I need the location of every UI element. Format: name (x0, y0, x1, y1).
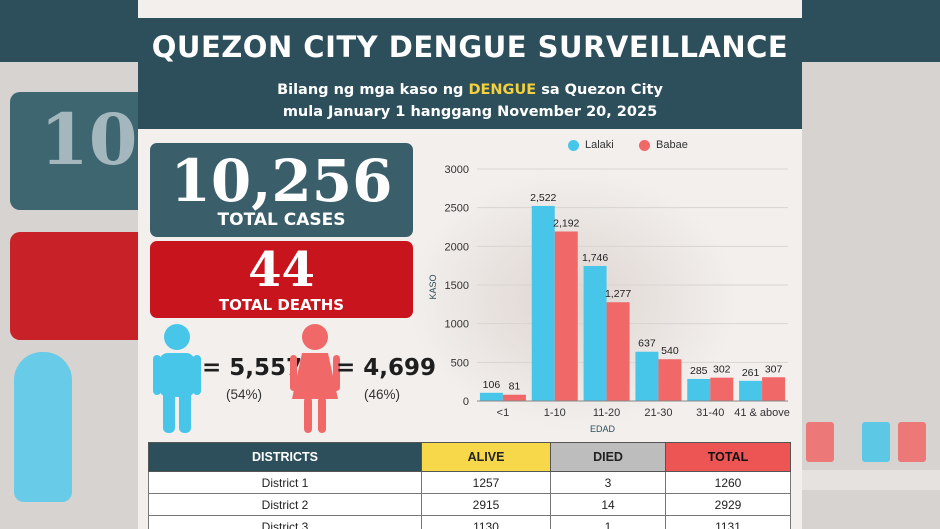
y-tick-label: 2000 (445, 241, 469, 253)
x-tick-label: 1-10 (544, 407, 566, 419)
col-header-districts: DISTRICTS (148, 442, 422, 472)
subtitle-line-1: Bilang ng mga kaso ng DENGUE sa Quezon C… (277, 82, 663, 98)
legend-swatch-babae (639, 139, 650, 151)
total-deaths-card: 44 TOTAL DEATHS (150, 241, 413, 318)
background-left: 10 (0, 0, 138, 529)
data-label: 81 (509, 381, 521, 393)
y-tick-label: 1000 (445, 319, 469, 331)
male-cases: = 5,557 (202, 355, 303, 381)
alive-count: 1130 (421, 515, 551, 529)
data-label: 2,192 (553, 217, 579, 229)
y-tick-label: 0 (463, 396, 469, 408)
data-label: 637 (638, 338, 656, 350)
data-label: 1,746 (582, 252, 608, 264)
alive-count: 1257 (421, 471, 551, 494)
data-label: 261 (742, 367, 760, 379)
x-tick-label: 41 & above (734, 407, 790, 419)
table-row: District 3 1130 1 1131 (148, 515, 791, 529)
legend-label-babae: Babae (656, 139, 688, 151)
subtitle-highlight: DENGUE (468, 82, 537, 98)
total-cases-value: 10,256 (170, 147, 393, 215)
district-name: District 1 (148, 471, 422, 494)
y-axis-title: KASO (428, 274, 438, 299)
bar-lalaki (687, 378, 711, 401)
col-header-total: TOTAL (665, 442, 791, 472)
bar-lalaki (479, 392, 503, 401)
x-tick-label: 31-40 (696, 407, 724, 419)
x-axis-title: EDAD (590, 424, 616, 434)
header-band: QUEZON CITY DENGUE SURVEILLANCE Bilang n… (138, 18, 802, 129)
y-tick-label: 3000 (445, 164, 469, 176)
col-header-died: DIED (550, 442, 666, 472)
total-count: 1131 (665, 515, 791, 529)
bar-lalaki (739, 380, 763, 401)
y-tick-label: 2500 (445, 203, 469, 215)
total-deaths-value: 44 (248, 242, 315, 298)
bar-babae (606, 302, 630, 401)
legend-swatch-lalaki (568, 139, 579, 151)
col-header-alive: ALIVE (421, 442, 551, 472)
x-tick-label: 21-30 (644, 407, 672, 419)
died-count: 3 (550, 471, 666, 494)
bar-babae (762, 377, 786, 401)
data-label: 2,522 (530, 192, 556, 204)
total-deaths-label: TOTAL DEATHS (218, 296, 345, 314)
bar-lalaki (583, 265, 607, 401)
data-label: 285 (690, 365, 708, 377)
bar-babae (502, 394, 526, 401)
died-count: 1 (550, 515, 666, 529)
legend-label-lalaki: Lalaki (585, 139, 614, 151)
bar-babae (710, 377, 734, 401)
bar-lalaki (635, 351, 659, 401)
bar-babae (658, 359, 682, 401)
data-label: 106 (483, 379, 501, 391)
district-name: District 2 (148, 493, 422, 516)
table-row: District 1 1257 3 1260 (148, 471, 791, 494)
total-cases-label: TOTAL CASES (217, 210, 346, 230)
background-right (802, 0, 940, 529)
y-tick-label: 1500 (445, 280, 469, 292)
total-count: 1260 (665, 471, 791, 494)
legend-item-lalaki: Lalaki (568, 139, 614, 151)
x-tick-label: 11-20 (593, 407, 620, 419)
district-name: District 3 (148, 515, 422, 529)
total-count: 2929 (665, 493, 791, 516)
alive-count: 2915 (421, 493, 551, 516)
total-cases-card: 10,256 TOTAL CASES (150, 143, 413, 237)
died-count: 14 (550, 493, 666, 516)
bar-lalaki (531, 205, 555, 401)
legend-item-babae: Babae (639, 139, 688, 151)
female-cases: = 4,699 (336, 355, 437, 381)
table-row: District 2 2915 14 2929 (148, 493, 791, 516)
female-percent: (46%) (364, 387, 401, 402)
male-percent: (54%) (226, 387, 263, 402)
male-figure-icon (153, 324, 201, 433)
age-sex-bar-chart: 0 500 1000 1500 2000 2500 3000 106 81 <1 2,522 2,19… (428, 164, 790, 434)
data-label: 307 (765, 363, 783, 375)
subtitle-line-2: mula January 1 hanggang November 20, 202… (282, 104, 658, 120)
data-label: 302 (713, 364, 731, 376)
x-tick-label: <1 (497, 407, 510, 419)
data-label: 1,277 (605, 288, 631, 300)
female-figure-icon (290, 324, 340, 433)
district-table: DISTRICTS ALIVE DIED TOTAL District 1 12… (148, 442, 791, 529)
bar-babae (554, 231, 578, 401)
page-title: QUEZON CITY DENGUE SURVEILLANCE (151, 30, 789, 64)
infographic: QUEZON CITY DENGUE SURVEILLANCE Bilang n… (138, 0, 802, 529)
data-label: 540 (661, 345, 679, 357)
y-tick-label: 500 (451, 357, 469, 369)
